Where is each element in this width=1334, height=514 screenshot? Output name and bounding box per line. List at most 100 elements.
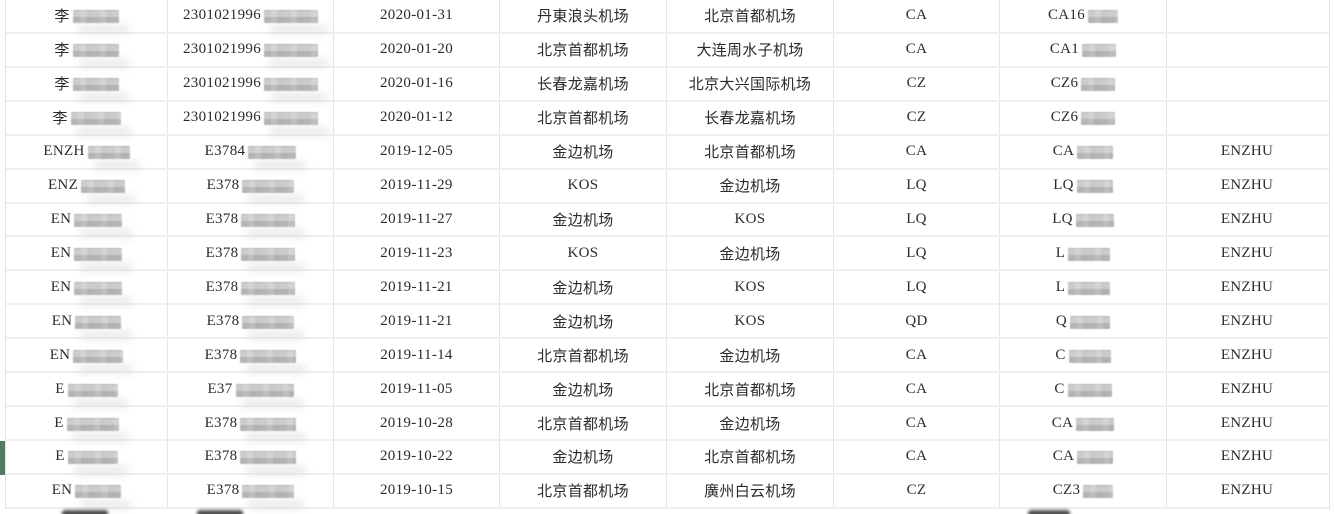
cell-flight-date[interactable]: 2019-11-21 xyxy=(334,271,500,304)
cell-flight-date[interactable]: 2019-11-21 xyxy=(334,305,500,338)
cell-arrival-airport[interactable]: 北京首都机场 xyxy=(667,373,834,406)
cell-departure-airport[interactable]: 金边机场 xyxy=(500,373,667,406)
table-row[interactable]: E E378 2019-10-28 北京首都机场 金边机场 CA CA ENZH… xyxy=(6,407,1329,441)
table-row[interactable]: ENZ E378 2019-11-29 KOS 金边机场 LQ LQ ENZHU xyxy=(6,169,1329,204)
table-row[interactable]: 李 2301021996 2020-01-31 丹東浪头机场 北京首都机场 CA… xyxy=(6,0,1329,34)
cell-passenger-name[interactable]: 李 xyxy=(6,101,168,134)
cell-arrival-airport[interactable]: 北京大兴国际机场 xyxy=(667,67,834,100)
cell-flight-date[interactable]: 2019-11-14 xyxy=(334,339,500,372)
table-row[interactable]: EN E378 2019-10-15 北京首都机场 廣州白云机场 CZ CZ3 … xyxy=(6,474,1329,509)
cell-passenger-en-name[interactable]: ENZHU xyxy=(1167,339,1327,371)
cell-passenger-name[interactable]: ENZ xyxy=(6,169,168,202)
cell-airline-code[interactable]: CZ xyxy=(834,67,1000,100)
cell-id-number[interactable]: E378 xyxy=(168,305,334,338)
cell-departure-airport[interactable]: 北京首都机场 xyxy=(500,339,667,372)
cell-id-number[interactable]: E378 xyxy=(168,474,334,507)
table-row[interactable]: EN E378 2019-11-27 金边机场 KOS LQ LQ ENZHU xyxy=(6,203,1329,238)
cell-arrival-airport[interactable]: KOS xyxy=(667,305,834,338)
table-row[interactable]: EN E378 2019-11-21 金边机场 KOS QD Q ENZHU xyxy=(6,305,1329,340)
cell-passenger-name[interactable]: EN xyxy=(6,474,168,507)
cell-flight-date[interactable]: 2019-10-22 xyxy=(334,440,500,473)
cell-flight-number[interactable]: CA xyxy=(1000,135,1167,168)
cell-id-number[interactable]: E378 xyxy=(168,169,334,202)
table-row[interactable]: ENZH E3784 2019-12-05 金边机场 北京首都机场 CA CA … xyxy=(6,135,1329,170)
cell-passenger-name[interactable]: 李 xyxy=(6,33,168,66)
cell-passenger-en-name[interactable] xyxy=(1167,0,1327,32)
cell-flight-date[interactable]: 2019-11-29 xyxy=(334,169,500,202)
cell-airline-code[interactable]: QD xyxy=(834,305,1000,338)
cell-id-number[interactable]: 2301021996 xyxy=(168,33,334,66)
cell-flight-number[interactable]: LQ xyxy=(1000,169,1167,202)
cell-passenger-en-name[interactable]: ENZHU xyxy=(1167,204,1327,236)
cell-airline-code[interactable]: LQ xyxy=(834,237,1000,270)
cell-passenger-en-name[interactable]: ENZHU xyxy=(1167,271,1327,303)
cell-arrival-airport[interactable]: 金边机场 xyxy=(667,339,834,372)
cell-departure-airport[interactable]: 长春龙嘉机场 xyxy=(500,67,667,100)
cell-flight-date[interactable]: 2020-01-31 xyxy=(334,0,500,32)
cell-airline-code[interactable]: LQ xyxy=(834,169,1000,202)
table-row[interactable]: EN E378 2019-11-23 KOS 金边机场 LQ L ENZHU xyxy=(6,237,1329,272)
cell-departure-airport[interactable]: 北京首都机场 xyxy=(500,474,667,507)
cell-flight-date[interactable]: 2020-01-16 xyxy=(334,67,500,100)
cell-passenger-name[interactable]: EN xyxy=(6,237,168,270)
cell-id-number[interactable]: E37 xyxy=(168,373,334,406)
cell-departure-airport[interactable]: 金边机场 xyxy=(500,440,667,473)
cell-passenger-name[interactable]: ENZH xyxy=(6,135,168,168)
cell-passenger-en-name[interactable]: ENZHU xyxy=(1167,305,1327,337)
table-row[interactable]: E E378 2019-10-22 金边机场 北京首都机场 CA CA ENZH… xyxy=(6,440,1329,475)
cell-passenger-en-name[interactable]: ENZHU xyxy=(1167,407,1327,439)
cell-departure-airport[interactable]: 北京首都机场 xyxy=(500,407,667,439)
cell-passenger-name[interactable]: E xyxy=(6,440,168,473)
cell-flight-number[interactable]: CZ6 xyxy=(1000,101,1167,134)
cell-arrival-airport[interactable]: 北京首都机场 xyxy=(667,135,834,168)
cell-id-number[interactable]: E378 xyxy=(168,440,334,473)
cell-passenger-name[interactable]: 李 xyxy=(6,67,168,100)
cell-id-number[interactable]: 2301021996 xyxy=(168,67,334,100)
cell-flight-date[interactable]: 2019-10-15 xyxy=(334,474,500,507)
cell-passenger-en-name[interactable] xyxy=(1167,34,1327,66)
cell-departure-airport[interactable]: 金边机场 xyxy=(500,305,667,338)
cell-passenger-en-name[interactable]: ENZHU xyxy=(1167,373,1327,405)
cell-passenger-en-name[interactable]: ENZHU xyxy=(1167,441,1327,473)
cell-airline-code[interactable]: CA xyxy=(834,407,1000,439)
cell-departure-airport[interactable]: KOS xyxy=(500,237,667,270)
cell-airline-code[interactable]: LQ xyxy=(834,271,1000,304)
cell-passenger-en-name[interactable]: ENZHU xyxy=(1167,237,1327,269)
cell-arrival-airport[interactable]: 大连周水子机场 xyxy=(667,33,834,66)
cell-flight-number[interactable]: LQ xyxy=(1000,203,1167,236)
cell-flight-number[interactable]: Q xyxy=(1000,305,1167,338)
cell-flight-date[interactable]: 2020-01-12 xyxy=(334,101,500,134)
cell-airline-code[interactable]: LQ xyxy=(834,203,1000,236)
cell-flight-number[interactable]: CZ6 xyxy=(1000,67,1167,100)
cell-passenger-en-name[interactable]: ENZHU xyxy=(1167,170,1327,202)
cell-passenger-en-name[interactable] xyxy=(1167,102,1327,134)
cell-arrival-airport[interactable]: 长春龙嘉机场 xyxy=(667,101,834,134)
cell-arrival-airport[interactable]: 金边机场 xyxy=(667,407,834,439)
cell-airline-code[interactable]: CA xyxy=(834,440,1000,473)
cell-arrival-airport[interactable]: 北京首都机场 xyxy=(667,440,834,473)
cell-flight-date[interactable]: 2019-11-23 xyxy=(334,237,500,270)
table-row[interactable]: EN E378 2019-11-14 北京首都机场 金边机场 CA C ENZH… xyxy=(6,339,1329,374)
cell-passenger-name[interactable]: E xyxy=(6,407,168,439)
cell-flight-number[interactable]: C xyxy=(1000,339,1167,372)
cell-flight-number[interactable]: CA xyxy=(1000,440,1167,473)
cell-airline-code[interactable]: CA xyxy=(834,135,1000,168)
cell-flight-date[interactable]: 2020-01-20 xyxy=(334,33,500,66)
cell-airline-code[interactable]: CA xyxy=(834,339,1000,372)
cell-arrival-airport[interactable]: 廣州白云机场 xyxy=(667,474,834,507)
cell-passenger-name[interactable]: 李 xyxy=(6,0,168,32)
cell-arrival-airport[interactable]: KOS xyxy=(667,271,834,304)
cell-id-number[interactable]: E3784 xyxy=(168,135,334,168)
cell-passenger-en-name[interactable] xyxy=(1167,68,1327,100)
cell-flight-date[interactable]: 2019-10-28 xyxy=(334,407,500,439)
cell-flight-number[interactable]: CA16 xyxy=(1000,0,1167,32)
cell-passenger-name[interactable]: EN xyxy=(6,339,168,372)
cell-airline-code[interactable]: CA xyxy=(834,373,1000,406)
cell-passenger-name[interactable]: EN xyxy=(6,305,168,338)
cell-id-number[interactable]: E378 xyxy=(168,237,334,270)
cell-flight-number[interactable]: CA1 xyxy=(1000,33,1167,66)
cell-arrival-airport[interactable]: 金边机场 xyxy=(667,169,834,202)
cell-airline-code[interactable]: CZ xyxy=(834,474,1000,507)
table-row[interactable]: 李 2301021996 2020-01-16 长春龙嘉机场 北京大兴国际机场 … xyxy=(6,67,1329,102)
cell-arrival-airport[interactable]: 金边机场 xyxy=(667,237,834,270)
